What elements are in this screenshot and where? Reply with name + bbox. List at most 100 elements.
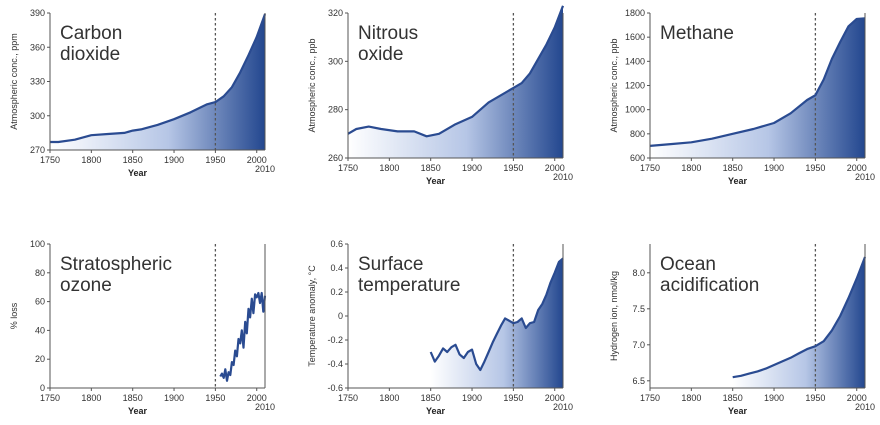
- y-axis-label: Atmospheric conc., ppb: [307, 38, 317, 132]
- x-tick-label: 1800: [81, 155, 101, 165]
- y-tick-label: 1400: [625, 56, 645, 66]
- y-axis-label: Atmospheric conc., ppm: [9, 33, 19, 130]
- x-tick-label: 1800: [81, 393, 101, 403]
- x-tick-label: 1750: [338, 393, 358, 403]
- x-tick-label: 1900: [462, 393, 482, 403]
- panel-title-line: Carbon: [60, 23, 122, 44]
- x-tick-label: 1800: [379, 393, 399, 403]
- y-tick-label: 7.0: [632, 340, 645, 350]
- x-tick-label: 1850: [723, 393, 743, 403]
- x-end-label: 2010: [255, 164, 275, 174]
- x-end-label: 2010: [553, 402, 573, 412]
- x-end-label: 2010: [255, 402, 275, 412]
- y-tick-label: 270: [30, 145, 45, 155]
- panel-title-line: acidification: [660, 275, 759, 296]
- panel-title-line: Surface: [358, 254, 423, 275]
- panel-title-line: oxide: [358, 44, 403, 65]
- y-tick-label: 0: [40, 383, 45, 393]
- y-tick-label: 1200: [625, 81, 645, 91]
- y-axis-label: Temperature anomaly, °C: [307, 265, 317, 367]
- y-tick-label: -0.4: [327, 359, 343, 369]
- x-axis-label: Year: [728, 176, 748, 186]
- x-end-label: 2010: [553, 172, 573, 182]
- y-tick-label: 20: [35, 354, 45, 364]
- x-tick-label: 1750: [338, 163, 358, 173]
- x-tick-label: 1950: [805, 163, 825, 173]
- y-axis-label: % loss: [9, 302, 19, 329]
- x-tick-label: 1750: [40, 155, 60, 165]
- panel-title-line: Ocean: [660, 254, 716, 275]
- x-tick-label: 1850: [723, 163, 743, 173]
- x-tick-label: 1850: [421, 163, 441, 173]
- x-axis-label: Year: [128, 168, 148, 178]
- x-tick-label: 1850: [421, 393, 441, 403]
- x-tick-label: 1750: [40, 393, 60, 403]
- x-tick-label: 1800: [681, 393, 701, 403]
- y-tick-label: 7.5: [632, 304, 645, 314]
- y-tick-label: 0: [338, 311, 343, 321]
- x-tick-label: 1900: [164, 155, 184, 165]
- x-axis-label: Year: [728, 406, 748, 416]
- panel-title-line: dioxide: [60, 44, 120, 65]
- x-end-label: 2010: [855, 172, 875, 182]
- y-axis-label: Atmospheric conc., ppb: [609, 38, 619, 132]
- x-tick-label: 1900: [764, 393, 784, 403]
- y-tick-label: 0.2: [330, 287, 343, 297]
- x-tick-label: 1800: [681, 163, 701, 173]
- x-tick-label: 1750: [640, 163, 660, 173]
- y-tick-label: 80: [35, 268, 45, 278]
- x-tick-label: 1950: [503, 163, 523, 173]
- y-tick-label: 320: [328, 8, 343, 18]
- x-tick-label: 1750: [640, 393, 660, 403]
- x-tick-label: 1950: [205, 393, 225, 403]
- x-end-label: 2010: [855, 402, 875, 412]
- y-tick-label: 600: [630, 153, 645, 163]
- y-tick-label: 100: [30, 239, 45, 249]
- panel-title-line: Methane: [660, 23, 734, 44]
- y-tick-label: 260: [328, 153, 343, 163]
- x-tick-label: 1900: [164, 393, 184, 403]
- y-tick-label: 6.5: [632, 376, 645, 386]
- panel-title-line: Stratospheric: [60, 254, 172, 275]
- y-tick-label: 40: [35, 325, 45, 335]
- x-axis-label: Year: [426, 176, 446, 186]
- panel-title-line: ozone: [60, 275, 112, 296]
- x-tick-label: 1850: [123, 393, 143, 403]
- y-tick-label: 1000: [625, 105, 645, 115]
- x-axis-label: Year: [128, 406, 148, 416]
- y-tick-label: 390: [30, 8, 45, 18]
- y-tick-label: 0.4: [330, 263, 343, 273]
- y-axis-label: Hydrogen ion, nmol/kg: [609, 271, 619, 361]
- x-tick-label: 1950: [205, 155, 225, 165]
- y-tick-label: 0.6: [330, 239, 343, 249]
- y-tick-label: 280: [328, 105, 343, 115]
- y-tick-label: 1800: [625, 8, 645, 18]
- x-tick-label: 1900: [764, 163, 784, 173]
- y-tick-label: 60: [35, 297, 45, 307]
- panel-title-line: temperature: [358, 275, 460, 296]
- x-tick-label: 1950: [503, 393, 523, 403]
- y-tick-label: 1600: [625, 32, 645, 42]
- x-tick-label: 1950: [805, 393, 825, 403]
- y-tick-label: 800: [630, 129, 645, 139]
- y-tick-label: -0.6: [327, 383, 343, 393]
- y-tick-label: 8.0: [632, 268, 645, 278]
- x-tick-label: 1900: [462, 163, 482, 173]
- series-line: [220, 293, 265, 381]
- y-tick-label: 330: [30, 77, 45, 87]
- x-axis-label: Year: [426, 406, 446, 416]
- panel-title-line: Nitrous: [358, 23, 418, 44]
- y-tick-label: 300: [328, 56, 343, 66]
- y-tick-label: 360: [30, 42, 45, 52]
- x-tick-label: 1850: [123, 155, 143, 165]
- y-tick-label: 300: [30, 111, 45, 121]
- x-tick-label: 1800: [379, 163, 399, 173]
- y-tick-label: -0.2: [327, 335, 343, 345]
